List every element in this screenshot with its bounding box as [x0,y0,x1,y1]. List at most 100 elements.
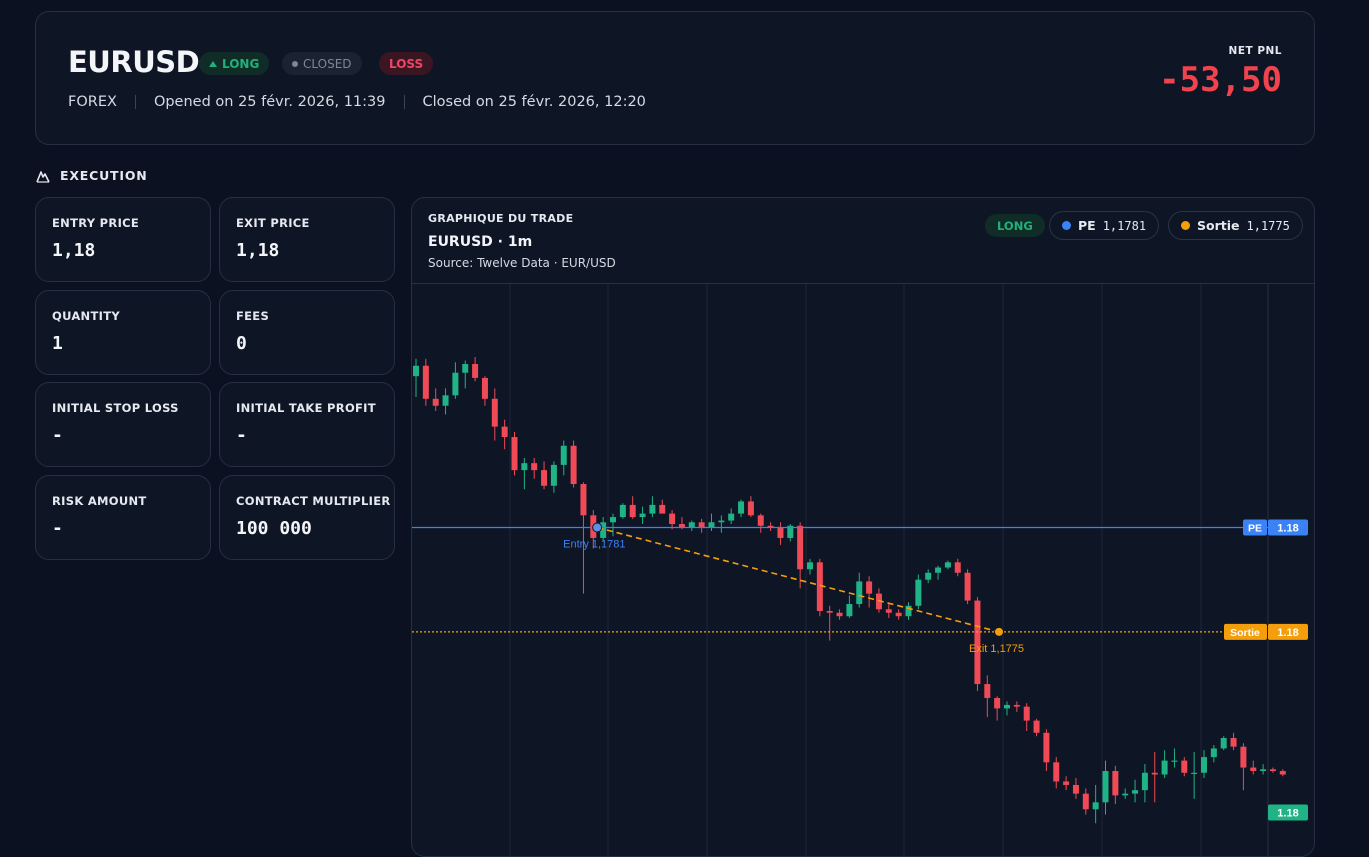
candle-body [964,572,971,601]
candle-body [1033,720,1040,733]
stat-contract-multiplier: CONTRACT MULTIPLIER 100 000 [219,475,395,560]
candle-body [501,426,508,438]
stat-value: 0 [236,333,247,354]
exit-marker-label: Exit 1,1775 [969,643,1024,655]
status-badge: CLOSED [282,52,362,75]
candle-body [1181,760,1188,773]
candle-body [511,437,518,471]
candle-body [1141,772,1148,791]
trade-header-card: EURUSD LONG CLOSED LOSS FOREX Opened on … [35,11,1315,145]
candle-body [747,501,754,516]
stat-exit-price: EXIT PRICE 1,18 [219,197,395,282]
candle-body [669,513,676,525]
candle-body [925,572,932,580]
status-badge-label: CLOSED [303,56,352,71]
candle-body [610,517,616,523]
chart-header: GRAPHIQUE DU TRADE EURUSD · 1m Source: T… [412,198,1314,284]
candle-body [1132,790,1139,794]
stat-value: 1,18 [236,240,280,261]
stat-label: ENTRY PRICE [52,216,140,230]
candle-body [846,604,853,617]
candle-body [1063,781,1070,785]
stat-value: - [52,425,63,446]
exit-axis-tag: Sortie 1.18 [1224,623,1308,640]
candle-body [728,513,735,521]
candle-body [767,525,774,528]
candle-body [491,398,498,427]
candle-body [1122,793,1129,796]
candle-body [954,562,961,573]
candle-body [688,522,695,528]
candle-body [1161,760,1168,775]
stat-value: 100 000 [236,518,312,539]
stat-quantity: QUANTITY 1 [35,290,211,375]
stat-value: 1 [52,333,63,354]
candle-body [531,463,538,471]
candle-body [1102,771,1109,803]
candle-body [698,522,705,528]
candle-body [984,684,991,698]
candle-body [915,579,922,606]
candle-body [1220,737,1227,749]
candle-body [413,365,419,377]
pe-legend-label: PE [1078,218,1096,233]
stat-value: 1,18 [52,240,96,261]
pe-legend-value: 1,1781 [1102,218,1147,233]
candle-body [1191,772,1198,774]
stat-risk-amount: RISK AMOUNT - [35,475,211,560]
candle-body [452,372,459,396]
symbol-title: EURUSD [68,45,200,79]
candle-body [629,504,636,518]
entry-marker [592,522,603,533]
candle-body [905,605,912,617]
candle-body [1151,772,1158,775]
stat-label: QUANTITY [52,309,120,323]
market-label: FOREX [68,94,117,110]
trade-meta: FOREX Opened on 25 févr. 2026, 11:39 Clo… [68,94,646,110]
candle-body [797,525,804,570]
direction-badge-label: LONG [222,56,260,71]
stat-fees: FEES 0 [219,290,395,375]
candle-body [1210,748,1217,758]
candle-body [422,365,429,399]
stat-label: CONTRACT MULTIPLIER [236,494,391,508]
stat-label: FEES [236,309,270,323]
candle-body [481,377,488,399]
candlestick-plot[interactable]: Entry 1,1781 Exit 1,1775 PE 1.18 Sortie … [412,284,1314,857]
exit-marker [994,626,1004,637]
candle-body [866,581,873,594]
candle-body [885,609,892,613]
exit-legend-pill[interactable]: Sortie 1,1775 [1168,211,1303,240]
pe-axis-value: 1.18 [1277,523,1298,535]
status-dot-icon [292,60,298,67]
candle-body [1171,760,1178,762]
chart-title: EURUSD · 1m [428,234,533,250]
pe-dot-icon [1062,221,1071,230]
entry-marker-label: Entry 1,1781 [563,539,625,551]
execution-section-title: EXECUTION [36,168,148,183]
candle-body [738,501,745,514]
candle-body [1201,757,1207,773]
pe-axis-tag: PE 1.18 [1243,519,1308,536]
candle-body [718,520,725,523]
candle-body [757,515,764,526]
candle-body [1230,737,1237,747]
net-pnl-label: NET PNL [1228,45,1282,57]
trade-path-line [596,526,1000,633]
candle-body [1072,784,1079,794]
chart-long-pill: LONG [985,214,1045,237]
stat-entry-price: ENTRY PRICE 1,18 [35,197,211,282]
candle-body [1092,802,1099,810]
candles-layer [413,357,1286,824]
exit-dot-icon [1181,221,1190,230]
candle-body [600,522,607,538]
candle-body [541,470,548,486]
direction-badge: LONG [199,52,270,75]
stat-value: - [52,518,63,539]
candle-body [1260,769,1267,772]
pe-legend-pill[interactable]: PE 1,1781 [1049,211,1160,240]
candle-body [974,600,981,685]
candle-body [826,611,833,613]
trade-chart-card: GRAPHIQUE DU TRADE EURUSD · 1m Source: T… [411,197,1315,857]
chart-grid [509,284,1269,856]
